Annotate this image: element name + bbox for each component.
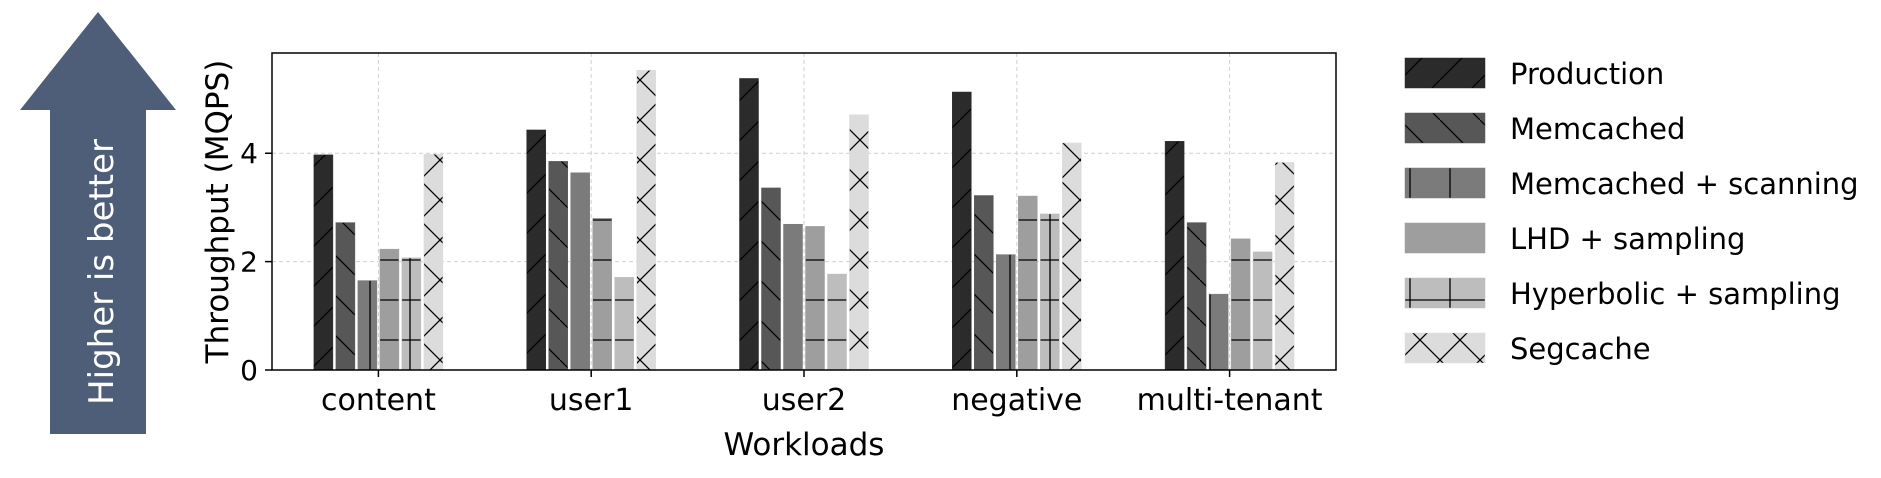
- bar: [1186, 222, 1207, 371]
- y-tick-label: 0: [240, 354, 258, 387]
- higher-is-better-label: Higher is better: [82, 139, 122, 405]
- legend-label: Segcache: [1510, 332, 1651, 366]
- bar: [423, 154, 444, 371]
- y-tick-label: 2: [240, 246, 258, 279]
- x-axis: content user1 user2 negative multi-tenant: [321, 370, 1323, 418]
- x-axis-label: Workloads: [724, 427, 885, 463]
- legend-label: LHD + sampling: [1510, 222, 1745, 256]
- x-tick-label: multi-tenant: [1137, 383, 1323, 418]
- legend-swatch: [1404, 112, 1486, 144]
- x-tick-label: content: [321, 383, 436, 418]
- legend-item: Memcached: [1404, 112, 1685, 146]
- bar: [974, 195, 994, 371]
- y-axis-label: Throughput (MQPS): [200, 60, 236, 365]
- legend-label: Memcached + scanning: [1510, 167, 1859, 201]
- bar: [335, 222, 356, 371]
- bar: [379, 248, 400, 371]
- bar: [526, 129, 546, 371]
- bar: [592, 218, 612, 371]
- bar: [783, 223, 803, 371]
- bar: [1018, 195, 1038, 371]
- legend-item: LHD + sampling: [1404, 222, 1745, 256]
- legend-swatch: [1404, 222, 1486, 254]
- bar: [827, 273, 847, 371]
- bar: [849, 114, 869, 371]
- x-tick-label: negative: [951, 383, 1082, 418]
- bar: [761, 187, 781, 371]
- legend: Production Memcached Memcached + scanning L…: [1404, 57, 1859, 366]
- bar: [313, 154, 334, 371]
- legend-swatch: [1404, 57, 1486, 89]
- bar: [1040, 213, 1060, 371]
- legend-swatch: [1404, 167, 1486, 199]
- bar: [1208, 293, 1229, 371]
- legend-item: Segcache: [1404, 332, 1651, 366]
- legend-swatch: [1404, 332, 1486, 364]
- bar: [570, 172, 590, 371]
- legend-swatch: [1404, 277, 1486, 309]
- bars: [313, 70, 1295, 371]
- bar: [1164, 141, 1185, 371]
- bar: [614, 277, 634, 371]
- legend-item: Production: [1404, 57, 1664, 91]
- bar: [805, 226, 825, 371]
- bar: [401, 257, 422, 371]
- legend-item: Hyperbolic + sampling: [1404, 277, 1841, 311]
- bar: [1230, 238, 1251, 371]
- bar: [739, 78, 759, 371]
- legend-label: Hyperbolic + sampling: [1510, 277, 1841, 311]
- bar: [636, 70, 656, 371]
- x-tick-label: user1: [549, 383, 634, 418]
- bar: [1274, 162, 1295, 371]
- bar: [996, 254, 1016, 371]
- y-tick-label: 4: [240, 137, 258, 170]
- legend-label: Production: [1510, 57, 1664, 91]
- bar: [357, 280, 378, 371]
- bar: [1062, 142, 1082, 371]
- higher-is-better-arrow: Higher is better: [20, 12, 176, 434]
- x-tick-label: user2: [762, 383, 847, 418]
- bar: [952, 91, 972, 371]
- bar: [548, 161, 568, 371]
- legend-item: Memcached + scanning: [1404, 167, 1859, 201]
- bar: [1252, 251, 1273, 371]
- legend-label: Memcached: [1510, 112, 1685, 146]
- y-axis: 0 2 4: [240, 137, 272, 387]
